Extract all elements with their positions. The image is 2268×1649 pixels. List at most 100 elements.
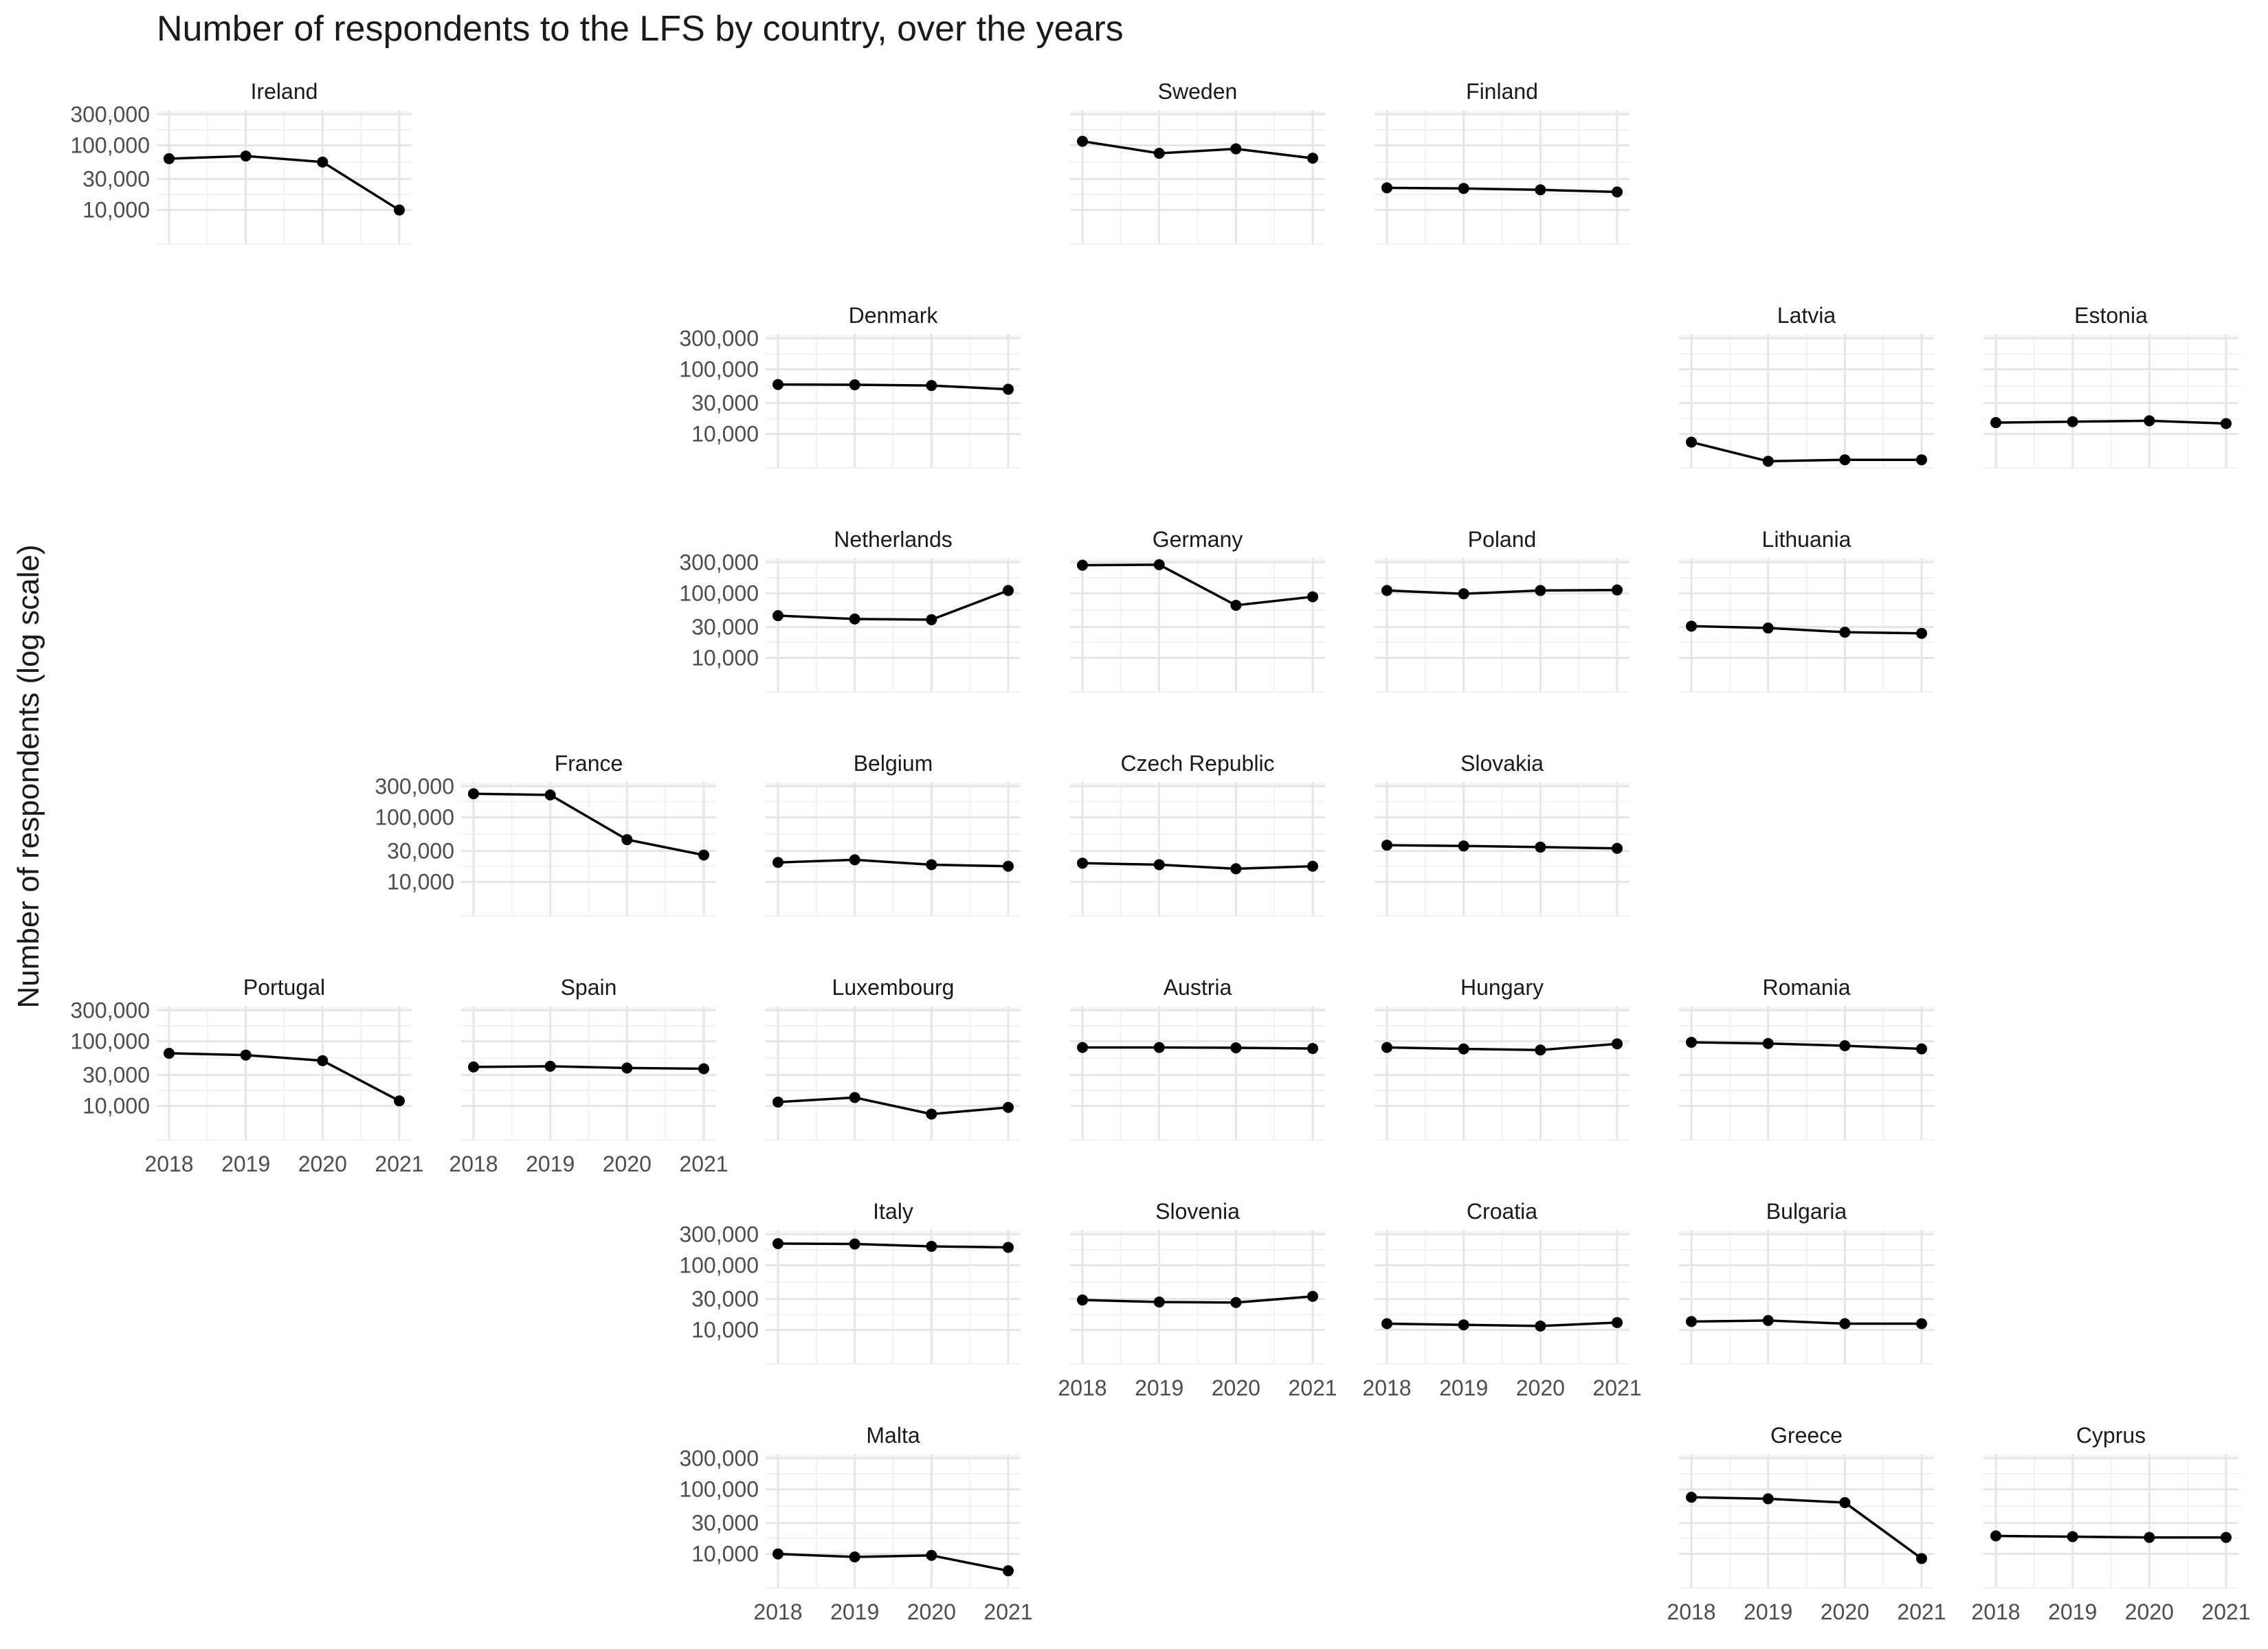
major-gridlines [1983,1454,2238,1588]
minor-gridlines [1679,558,1934,693]
series-line-austria [1082,1046,1313,1050]
data-point-spain-2020 [621,1062,633,1074]
y-tick-label: 300,000 [679,550,759,574]
minor-gridlines [1070,782,1325,917]
major-gridlines [1375,1006,1630,1140]
major-gridlines [1070,1006,1325,1140]
data-point-ireland-2020 [317,156,329,168]
data-point-slovakia-2021 [1612,842,1623,854]
data-point-luxembourg-2021 [1003,1101,1014,1113]
data-point-finland-2020 [1535,184,1546,196]
facet-title-sweden: Sweden [1158,79,1238,104]
major-gridlines [1375,1230,1630,1364]
data-point-slovakia-2020 [1535,841,1546,853]
data-point-poland-2021 [1612,584,1623,596]
major-gridlines [157,1006,412,1140]
y-tick-label: 100,000 [679,1477,759,1501]
facet-italy: Italy 10,000 30,000 100,000 300,000 [679,1199,1021,1365]
data-point-luxembourg-2020 [926,1108,937,1120]
data-point-portugal-2020 [317,1055,329,1066]
data-point-sweden-2019 [1153,148,1165,159]
y-tick-label: 100,000 [70,133,150,157]
series-line-ireland [168,155,400,212]
minor-gridlines [1375,110,1630,245]
data-point-france-2021 [698,849,709,861]
x-tick-label: 2020 [603,1152,652,1176]
facet-poland: Poland [1375,527,1630,693]
minor-gridlines [461,782,716,917]
facet-sweden: Sweden [1070,79,1325,245]
series-line-luxembourg [777,1096,1009,1116]
data-point-denmark-2020 [926,380,937,392]
data-point-belgium-2019 [849,854,860,866]
data-point-sweden-2020 [1230,143,1242,155]
y-tick-label: 10,000 [691,646,759,671]
series-line-malta [777,1552,1009,1572]
minor-gridlines [766,1006,1021,1141]
x-tick-label: 2019 [1744,1600,1792,1624]
x-tick-label: 2018 [144,1152,193,1176]
y-tick-label: 300,000 [375,774,454,798]
facet-denmark: Denmark 10,000 30,000 100,000 300,000 [679,303,1021,469]
data-point-malta-2019 [849,1551,860,1562]
data-point-croatia-2020 [1535,1320,1546,1332]
series-line-portugal [168,1052,400,1102]
x-tick-label: 2021 [983,1600,1032,1624]
data-point-croatia-2018 [1381,1318,1392,1330]
data-point-lithuania-2021 [1916,627,1927,639]
data-point-bulgaria-2018 [1686,1316,1697,1327]
series-line-slovenia [1082,1295,1313,1304]
series-line-germany [1082,563,1313,607]
data-point-estonia-2018 [1990,417,2001,429]
x-tick-label: 2020 [1821,1600,1869,1624]
data-point-germany-2019 [1153,559,1165,570]
data-point-romania-2019 [1762,1037,1774,1049]
facet-title-malta: Malta [866,1423,920,1448]
data-point-cyprus-2021 [2221,1532,2232,1543]
minor-gridlines [157,1006,412,1141]
data-point-ireland-2018 [164,153,175,164]
facet-title-czech-republic: Czech Republic [1120,751,1274,776]
facet-title-france: France [555,751,623,776]
facet-title-greece: Greece [1770,1423,1843,1448]
minor-gridlines [1679,334,1934,469]
data-point-belgium-2018 [772,857,783,868]
major-gridlines [1983,334,2238,468]
facet-title-hungary: Hungary [1460,975,1544,1000]
data-point-italy-2021 [1003,1242,1014,1253]
data-point-italy-2019 [849,1238,860,1250]
facet-germany: Germany [1070,527,1325,693]
y-tick-label: 10,000 [691,1542,759,1567]
data-point-france-2018 [468,788,479,800]
data-point-latvia-2021 [1916,454,1927,466]
major-gridlines [766,782,1021,916]
facet-title-latvia: Latvia [1777,303,1836,328]
data-point-austria-2018 [1077,1042,1088,1053]
data-point-cyprus-2019 [2067,1531,2078,1543]
data-point-hungary-2020 [1535,1044,1546,1056]
data-point-estonia-2020 [2144,415,2155,427]
data-point-greece-2021 [1916,1553,1927,1564]
data-point-romania-2021 [1916,1043,1927,1055]
facet-austria: Austria [1070,975,1325,1141]
x-tick-label: 2019 [1439,1376,1488,1400]
data-point-lithuania-2019 [1762,622,1774,634]
y-tick-label: 10,000 [691,422,759,447]
facet-netherlands: Netherlands 10,000 30,000 100,000 300,000 [679,527,1021,693]
minor-gridlines [1070,558,1325,693]
data-point-netherlands-2020 [926,614,937,625]
data-point-finland-2019 [1458,183,1469,194]
y-tick-label: 100,000 [679,357,759,381]
facet-title-luxembourg: Luxembourg [832,975,955,1000]
major-gridlines [1375,558,1630,692]
chart-title: Number of respondents to the LFS by coun… [157,9,1124,49]
y-tick-label: 30,000 [691,1287,759,1312]
series-line-slovakia [1386,844,1618,850]
series-line-belgium [777,858,1009,868]
data-point-cyprus-2018 [1990,1530,2001,1542]
facet-lithuania: Lithuania [1679,527,1934,693]
y-tick-label: 30,000 [387,839,454,864]
series-line-finland [1386,186,1618,194]
series-line-netherlands [777,589,1009,621]
major-gridlines [1679,1454,1934,1588]
